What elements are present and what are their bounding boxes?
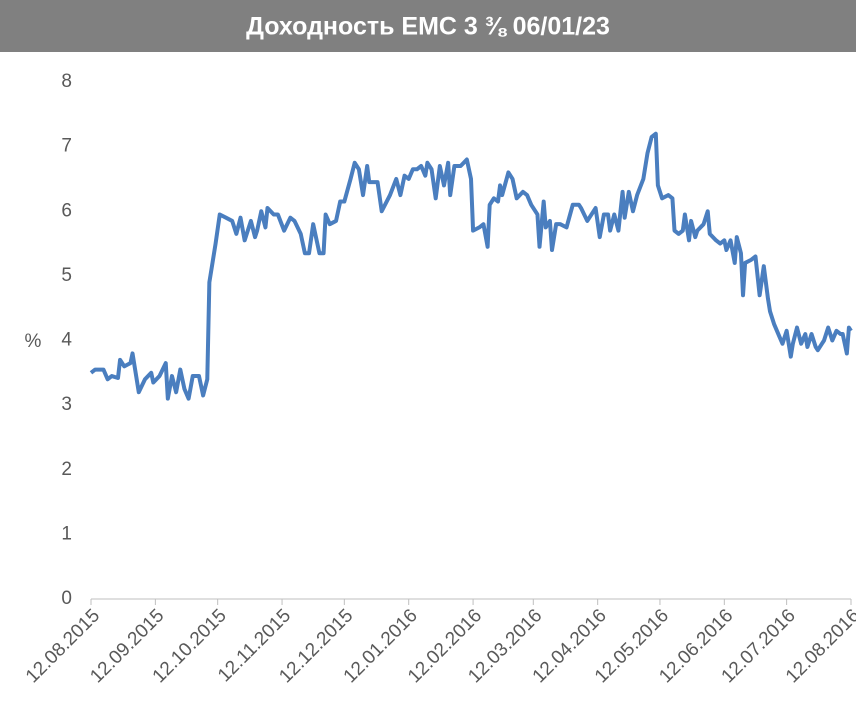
y-tick-label: 6 (61, 200, 72, 221)
chart-title: Доходность EMC 3 ⅜ 06/01/23 (246, 13, 610, 41)
y-tick-label: 8 (61, 71, 72, 92)
y-tick-label: 5 (61, 265, 72, 286)
y-tick-label: 2 (61, 459, 72, 480)
y-axis-label: % (25, 331, 42, 352)
title-bar (0, 0, 856, 52)
y-tick-label: 3 (61, 394, 72, 415)
y-tick-label: 0 (61, 588, 72, 609)
y-tick-label: 1 (61, 523, 72, 544)
y-tick-label: 7 (61, 136, 72, 157)
line-series (89, 131, 853, 401)
y-tick-label: 4 (61, 330, 72, 351)
